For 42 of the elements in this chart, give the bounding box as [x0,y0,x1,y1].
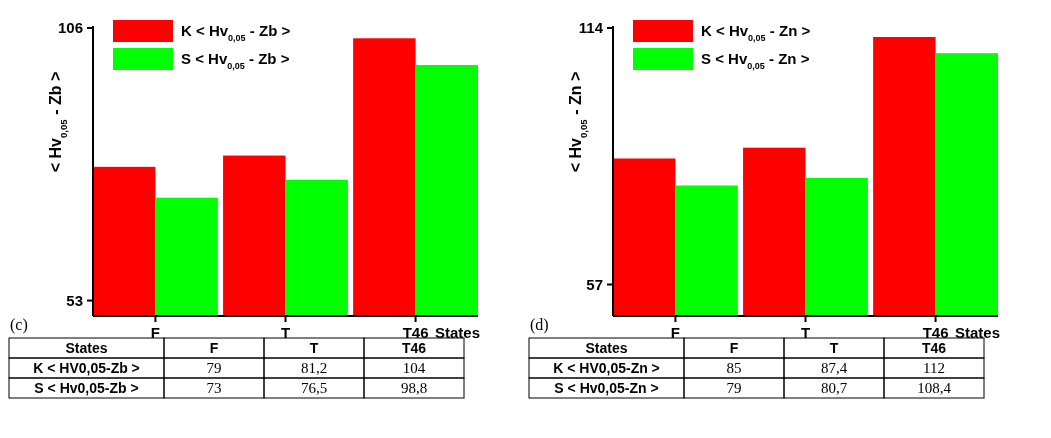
y-tick-label: 114 [578,19,604,37]
category-label: T46 [921,340,947,356]
category-label: F [209,340,219,356]
data-label: 79 [206,360,222,376]
x-tick-label: T [280,324,291,341]
x-axis-title: States [954,324,1000,341]
text: K < HV0,05-Zb > [33,360,140,376]
data-label: 85 [726,360,742,376]
data-label: 87,4 [820,360,848,376]
y-tick-label: 57 [586,275,603,293]
data-label: 73 [206,380,222,396]
text: S < Hv0,05-Zn > [554,380,659,396]
data-label: 79 [726,380,742,396]
x-tick-label: T46 [922,324,949,341]
x-axis-title: States [434,324,480,341]
text: (d) [530,316,549,334]
legend-label: S < Hv$_{0,05}$ - Zb > [181,50,290,71]
text: (c) [10,316,28,334]
data-label: 108,4 [917,380,952,396]
data-label: 98,8 [400,380,428,396]
y-tick-label: 106 [57,19,83,37]
category-label: T [309,340,319,356]
x-tick-label: T [800,324,811,341]
y-tick-label: 53 [66,291,83,309]
category-label: T46 [401,340,427,356]
x-tick-label: T46 [402,324,429,341]
data-label: 81,2 [300,360,328,376]
text: K < HV0,05-Zn > [553,360,660,376]
data-label: 112 [923,360,945,376]
legend-label: K < Hv$_{0,05}$ - Zb > [181,22,291,43]
x-tick-label: F [670,324,681,341]
data-label: 76,5 [300,380,328,396]
text: S < Hv0,05-Zb > [34,380,139,396]
category-label: T [829,340,839,356]
data-label: 80,7 [820,380,848,396]
text: States [65,340,108,356]
category-label: F [729,340,739,356]
x-tick-label: F [150,324,161,341]
text: States [585,340,628,356]
legend-label: S < Hv$_{0,05}$ - Zn > [701,50,810,71]
legend-label: K < Hv$_{0,05}$ - Zn > [701,22,811,43]
data-label: 104 [402,360,426,376]
